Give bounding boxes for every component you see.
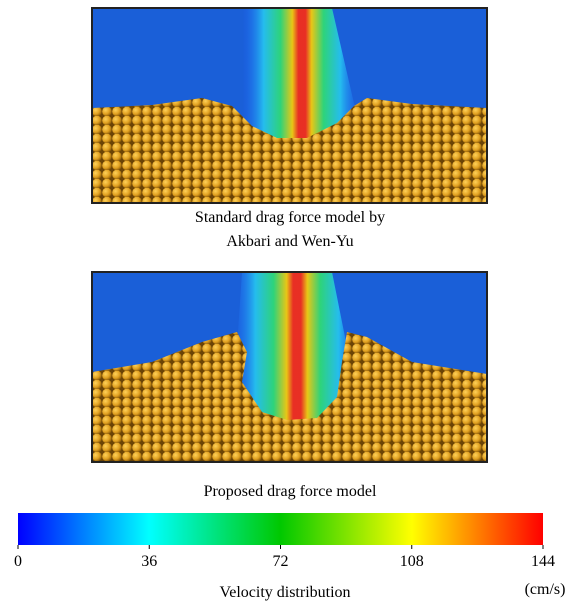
- colorbar-label: Velocity distribution: [219, 584, 350, 601]
- colorbar: [18, 513, 543, 545]
- tick-label: 108: [400, 553, 424, 570]
- tick-label: 144: [531, 553, 555, 570]
- colorbar-unit: (cm/s): [525, 581, 566, 598]
- caption: Akbari and Wen-Yu: [226, 233, 353, 250]
- caption: Proposed drag force model: [204, 483, 377, 500]
- simulation-panel-2: [92, 272, 487, 462]
- simulation-panel-1: [92, 8, 487, 203]
- tick-label: 0: [14, 553, 22, 570]
- colorbar-ticks: 0 36 72 108 144: [14, 545, 555, 570]
- caption: Standard drag force model by: [195, 209, 385, 226]
- tick-label: 36: [141, 553, 157, 570]
- tick-label: 72: [273, 553, 289, 570]
- figure: Standard drag force model by Akbari and …: [0, 0, 581, 603]
